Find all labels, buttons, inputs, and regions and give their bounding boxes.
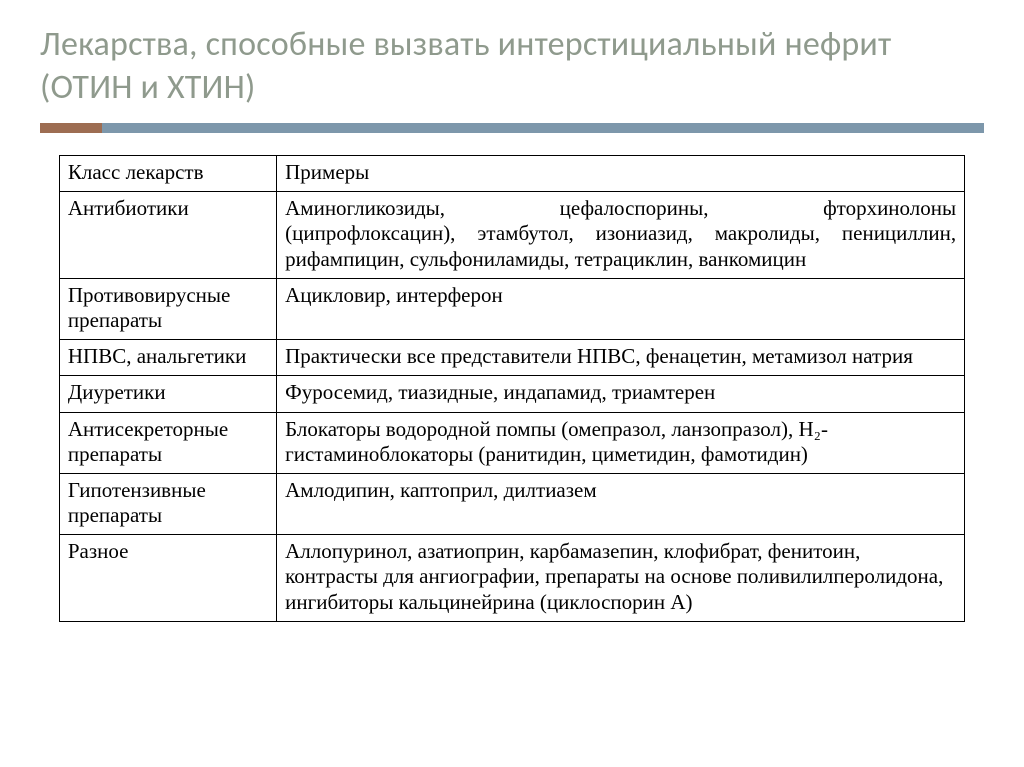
bar-accent-segment <box>40 123 102 133</box>
slide-container: Лекарства, способные вызвать интерстициа… <box>0 0 1024 767</box>
cell-examples: Ацикловир, интерферон <box>277 278 965 339</box>
table-row: НПВС, анальгетикиПрактически все предста… <box>59 340 964 376</box>
col-header-class: Класс лекарств <box>59 156 276 192</box>
cell-drug-class: Антибиотики <box>59 192 276 279</box>
table-row: АнтибиотикиАминогликозиды, цефалоспорины… <box>59 192 964 279</box>
cell-examples: Аллопуринол, азатиоприн, карбамазепин, к… <box>277 535 965 622</box>
cell-examples: Фуросемид, тиазидные, индапамид, триамте… <box>277 376 965 412</box>
col-header-examples: Примеры <box>277 156 965 192</box>
cell-drug-class: Противовирусные препараты <box>59 278 276 339</box>
cell-drug-class: Гипотензивные препараты <box>59 473 276 534</box>
slide-title: Лекарства, способные вызвать интерстициа… <box>40 24 984 109</box>
table-row: ДиуретикиФуросемид, тиазидные, индапамид… <box>59 376 964 412</box>
table-row: Противовирусные препаратыАцикловир, инте… <box>59 278 964 339</box>
table-row: РазноеАллопуринол, азатиоприн, карбамазе… <box>59 535 964 622</box>
cell-examples: Аминогликозиды, цефалоспорины, фторхинол… <box>277 192 965 279</box>
cell-drug-class: НПВС, анальгетики <box>59 340 276 376</box>
table-header-row: Класс лекарств Примеры <box>59 156 964 192</box>
cell-drug-class: Диуретики <box>59 376 276 412</box>
cell-examples: Практически все представители НПВС, фена… <box>277 340 965 376</box>
drug-classes-table: Класс лекарств Примеры АнтибиотикиАминог… <box>59 155 965 622</box>
cell-drug-class: Антисекреторные препараты <box>59 412 276 473</box>
cell-drug-class: Разное <box>59 535 276 622</box>
bar-main-segment <box>102 123 984 133</box>
table-row: Гипотензивные препаратыАмлодипин, каптоп… <box>59 473 964 534</box>
cell-examples: Блокаторы водородной помпы (омепразол, л… <box>277 412 965 473</box>
title-underline-bar <box>40 123 984 133</box>
table-row: Антисекреторные препаратыБлокаторы водор… <box>59 412 964 473</box>
cell-examples: Амлодипин, каптоприл, дилтиазем <box>277 473 965 534</box>
table-body: АнтибиотикиАминогликозиды, цефалоспорины… <box>59 192 964 622</box>
